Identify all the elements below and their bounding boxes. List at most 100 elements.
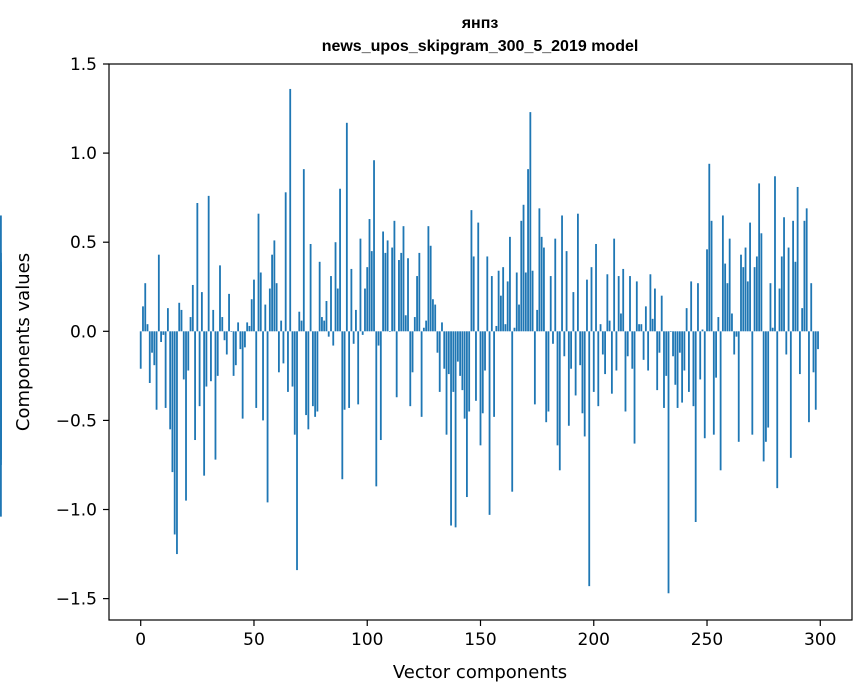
bar	[552, 331, 554, 344]
bar	[506, 281, 509, 332]
bar	[776, 331, 779, 489]
bar	[558, 331, 561, 471]
bar	[629, 276, 631, 332]
bar	[316, 331, 319, 412]
bar	[239, 331, 242, 350]
bar	[432, 299, 434, 332]
bar	[801, 308, 804, 332]
bar	[719, 331, 722, 471]
bar	[758, 183, 761, 332]
bar	[599, 324, 602, 332]
bar	[268, 288, 271, 332]
x-tick-label: 300	[804, 630, 836, 650]
bar	[590, 267, 593, 332]
bar	[411, 331, 414, 373]
bar	[601, 331, 604, 355]
bar	[273, 240, 276, 332]
bar	[191, 284, 194, 332]
bar	[631, 331, 634, 369]
bar	[638, 324, 640, 332]
bar	[0, 331, 2, 417]
bar	[438, 331, 441, 392]
y-tick-label: −1.0	[56, 501, 97, 521]
bar	[486, 256, 489, 332]
bar	[350, 268, 353, 332]
bar	[572, 292, 575, 332]
bar	[228, 293, 230, 332]
bar	[586, 279, 588, 332]
bar	[583, 331, 586, 437]
bar	[604, 331, 606, 375]
bar	[497, 270, 500, 332]
bar	[359, 238, 362, 332]
bar	[796, 186, 799, 332]
bar	[595, 243, 597, 332]
bar	[724, 263, 727, 332]
bar	[225, 331, 228, 355]
bar	[386, 240, 389, 332]
bar	[746, 281, 749, 332]
bar	[291, 331, 294, 387]
bar	[307, 331, 310, 430]
bar	[334, 242, 337, 332]
bar	[388, 331, 391, 332]
bar	[588, 331, 591, 587]
bar	[230, 331, 233, 332]
bar	[375, 331, 378, 487]
bar	[427, 226, 430, 332]
bar	[644, 306, 647, 332]
bar	[418, 252, 421, 332]
bar	[407, 258, 409, 332]
bar	[466, 331, 468, 498]
bar	[703, 331, 706, 439]
bar	[640, 324, 643, 332]
bar	[774, 176, 776, 332]
bar	[692, 331, 695, 407]
bar	[142, 306, 144, 332]
bar	[545, 331, 548, 423]
bar	[289, 88, 292, 332]
bars-group	[0, 88, 819, 594]
bar	[166, 308, 169, 332]
bar	[642, 331, 645, 360]
bar	[565, 251, 568, 332]
bar	[361, 331, 364, 335]
bar	[649, 274, 652, 332]
bar	[200, 292, 203, 332]
bar	[198, 331, 201, 407]
bar	[622, 268, 625, 332]
bar	[663, 331, 665, 408]
bar	[463, 331, 466, 419]
bar	[164, 331, 167, 408]
bar	[155, 331, 158, 410]
bar	[332, 331, 335, 346]
bar	[311, 331, 314, 407]
x-tick-label: 150	[464, 630, 496, 650]
bar	[570, 331, 573, 369]
bar	[753, 267, 756, 332]
bar	[810, 283, 813, 332]
bar	[617, 276, 620, 332]
ticks-group: 0 50 100 150 200 250 300 1.5 1.0 0.5 0.0 −0.5 −1.0 −1…	[56, 55, 837, 650]
x-tick-label: 200	[578, 630, 610, 650]
bar	[416, 276, 418, 332]
bar	[701, 329, 704, 332]
bar	[302, 169, 305, 332]
bar	[345, 122, 348, 332]
bar	[744, 247, 747, 332]
bar	[783, 217, 785, 332]
bar	[490, 276, 493, 332]
bar	[717, 317, 720, 332]
bar	[160, 331, 162, 342]
bar	[234, 331, 237, 366]
bar	[792, 220, 795, 332]
bar	[248, 325, 251, 332]
bar	[305, 331, 307, 416]
bar	[241, 331, 244, 419]
bar	[715, 331, 717, 378]
bar	[780, 256, 783, 332]
bar	[352, 331, 355, 344]
bar	[493, 331, 495, 417]
bar	[710, 220, 713, 332]
bar	[171, 331, 174, 473]
